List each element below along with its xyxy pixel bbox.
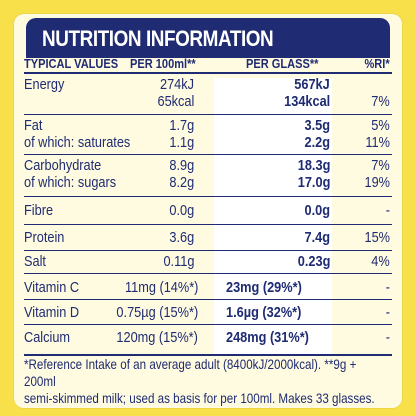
row-divider [24, 114, 392, 115]
row-divider [24, 273, 392, 274]
row-saturates-label: of which: saturates [24, 134, 131, 151]
row-protein-glass: 7.4g [304, 229, 330, 246]
row-salt-label: Salt [24, 253, 46, 270]
row-carbohydrate-glass: 18.3g [297, 157, 330, 174]
row-calcium-glass: 248mg (31%*) [226, 329, 309, 346]
row-divider [24, 250, 392, 251]
header-typical-values: TYPICAL VALUES [24, 56, 119, 71]
row-fat-ri: 5% [371, 117, 390, 134]
title-bar [26, 18, 390, 58]
row-energy-label: Energy [24, 76, 65, 93]
row-calcium-label: Calcium [24, 329, 71, 346]
row-fibre-per100: 0.0g [169, 202, 194, 219]
row-fibre-glass: 0.0g [304, 202, 330, 219]
row-fibre-ri: - [385, 202, 390, 219]
row-vitamin-c-per100: 11mg (14%*) [124, 279, 198, 296]
row-energy-ri: 7% [371, 93, 390, 110]
footnote-line-1: *Reference Intake of an average adult (8… [24, 356, 357, 389]
row-fat-glass: 3.5g [304, 117, 330, 134]
row-fat-per100: 1.7g [169, 117, 194, 134]
row-sugars-glass: 17.0g [297, 174, 330, 191]
row-energy-glass-kj: 567kJ [294, 76, 330, 93]
row-saturates-per100: 1.1g [169, 134, 194, 151]
row-carbohydrate-per100: 8.9g [169, 157, 194, 174]
row-energy-per100-kcal: 65kcal [157, 93, 194, 110]
row-calcium-per100: 120mg (15%*) [116, 329, 198, 346]
row-salt-per100: 0.11g [163, 253, 194, 270]
row-sugars-label: of which: sugars [24, 174, 117, 191]
row-carbohydrate-label: Carbohydrate [24, 157, 102, 174]
header-ri: %RI* [364, 56, 390, 71]
row-vitamin-d-per100: 0.75µg (15%*) [116, 304, 198, 321]
row-sugars-ri: 19% [364, 174, 390, 191]
row-vitamin-c-ri: - [385, 279, 390, 296]
header-per-glass: PER GLASS** [246, 56, 319, 71]
row-divider [24, 224, 392, 225]
per-glass-column-bg [214, 78, 332, 356]
row-saturates-ri: 11% [365, 134, 390, 151]
row-salt-glass: 0.23g [297, 253, 330, 270]
row-protein-label: Protein [24, 229, 65, 246]
row-calcium-ri: - [385, 329, 390, 346]
row-protein-ri: 15% [364, 229, 390, 246]
row-vitamin-d-glass: 1.6µg (32%*) [226, 304, 302, 321]
row-carbohydrate-ri: 7% [371, 157, 390, 174]
row-vitamin-c-label: Vitamin C [24, 279, 80, 296]
footnote-line-2: semi-skimmed milk; used as basis for per… [24, 390, 375, 406]
table-title: NUTRITION INFORMATION [42, 26, 274, 51]
row-vitamin-c-glass: 23mg (29%*) [226, 279, 302, 296]
row-fibre-label: Fibre [24, 202, 54, 219]
footnote-divider [24, 354, 392, 356]
row-energy-per100-kj: 274kJ [159, 76, 194, 93]
row-divider [24, 196, 392, 197]
row-divider [24, 154, 392, 155]
row-saturates-glass: 2.2g [304, 134, 330, 151]
header-per-100ml: PER 100ml** [130, 56, 196, 71]
row-fat-label: Fat [24, 117, 43, 134]
row-energy-glass-kcal: 134kcal [283, 93, 330, 110]
row-divider [24, 324, 392, 325]
row-salt-ri: 4% [371, 253, 390, 270]
header-divider [24, 72, 392, 74]
nutrition-panel [14, 14, 402, 408]
row-protein-per100: 3.6g [169, 229, 194, 246]
row-divider [24, 299, 392, 300]
row-vitamin-d-ri: - [385, 304, 390, 321]
row-vitamin-d-label: Vitamin D [24, 304, 80, 321]
row-sugars-per100: 8.2g [169, 174, 194, 191]
footnote: *Reference Intake of an average adult (8… [24, 356, 389, 407]
